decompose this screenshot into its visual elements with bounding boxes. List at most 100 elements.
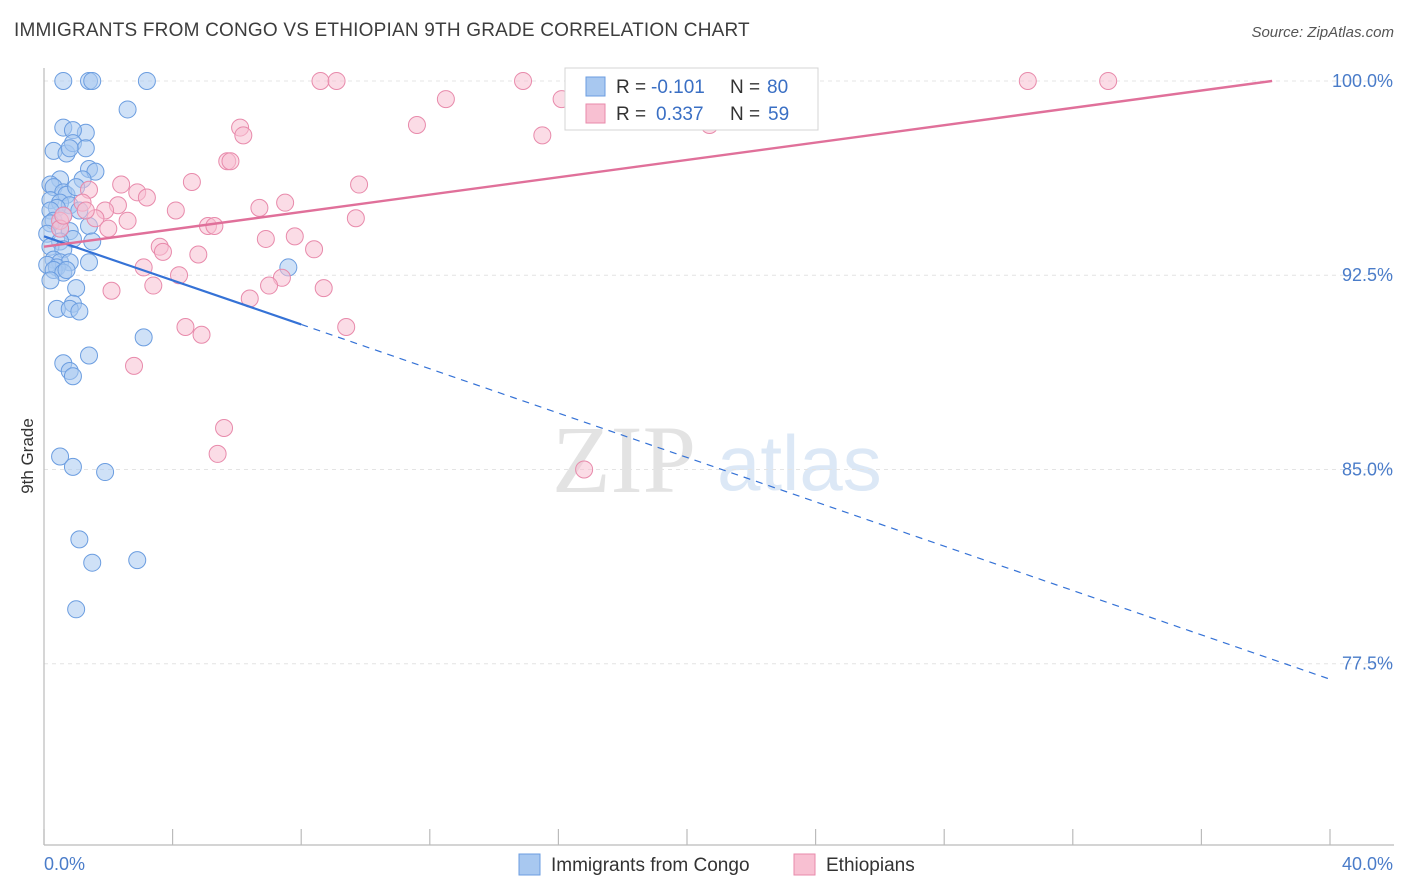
ethiopian-point xyxy=(54,206,73,225)
congo-point xyxy=(80,253,99,272)
legend-swatch-ethiopian xyxy=(793,853,816,876)
ethiopian-point xyxy=(436,90,455,109)
congo-point xyxy=(63,457,82,476)
ethiopian-point xyxy=(99,219,118,238)
trend-lines xyxy=(43,79,1331,680)
congo-point xyxy=(41,271,60,290)
congo-point xyxy=(137,71,156,90)
ethiopian-point xyxy=(153,242,172,261)
ethiopian-point xyxy=(112,175,131,194)
congo-point xyxy=(63,367,82,386)
legend: Immigrants from Congo Ethiopians xyxy=(518,853,915,876)
stats-r-label-congo: R = xyxy=(616,77,646,98)
watermark-atlas: atlas xyxy=(717,419,882,507)
ethiopian-point xyxy=(533,126,552,145)
ethiopian-point xyxy=(285,227,304,246)
congo-point xyxy=(76,139,95,158)
congo-point xyxy=(67,600,86,619)
ethiopian-point xyxy=(311,71,330,90)
stats-n-value-ethiopian: 59 xyxy=(768,104,789,125)
ethiopian-point xyxy=(234,126,253,145)
congo-point xyxy=(70,530,89,549)
ethiopian-point xyxy=(260,276,279,295)
congo-point xyxy=(118,100,137,119)
ethiopian-point xyxy=(327,71,346,90)
congo-point xyxy=(54,71,73,90)
stats-n-value-congo: 80 xyxy=(767,77,788,98)
x-tick-label-min: 0.0% xyxy=(44,854,85,874)
stats-box: R = -0.101 N = 80 R = 0.337 N = 59 xyxy=(564,67,819,131)
ethiopian-point xyxy=(102,281,121,300)
stats-swatch-ethiopian xyxy=(585,103,606,124)
ethiopian-point xyxy=(575,460,594,479)
legend-item-congo[interactable]: Immigrants from Congo xyxy=(518,853,750,876)
ethiopian-point xyxy=(250,198,269,217)
ethiopian-point xyxy=(514,71,533,90)
legend-swatch-congo xyxy=(518,853,541,876)
ethiopian-point xyxy=(205,216,224,235)
ethiopian-point xyxy=(144,276,163,295)
ethiopian-trend-line xyxy=(43,79,1273,248)
congo-point xyxy=(80,346,99,365)
congo-point xyxy=(51,447,70,466)
ethiopian-point xyxy=(1099,71,1118,90)
chart-source: Source: ZipAtlas.com xyxy=(1251,24,1394,41)
y-tick-label: 77.5% xyxy=(1342,654,1393,674)
ethiopian-point xyxy=(346,209,365,228)
legend-label-ethiopian: Ethiopians xyxy=(826,855,915,876)
x-tick-label-max: 40.0% xyxy=(1342,854,1393,874)
ethiopian-point xyxy=(256,229,275,248)
congo-point xyxy=(83,71,102,90)
ethiopian-point xyxy=(76,201,95,220)
y-tick-labels: 77.5% 85.0% 92.5% 100.0% xyxy=(1332,71,1393,674)
legend-item-ethiopian[interactable]: Ethiopians xyxy=(793,853,915,876)
legend-label-congo: Immigrants from Congo xyxy=(551,855,750,876)
stats-r-value-ethiopian: 0.337 xyxy=(656,104,704,125)
stats-n-label-congo: N = xyxy=(730,77,760,98)
stats-r-label-ethiopian: R = xyxy=(616,104,646,125)
ethiopian-point xyxy=(1018,71,1037,90)
ethiopian-point xyxy=(305,240,324,259)
ethiopian-point xyxy=(166,201,185,220)
congo-points xyxy=(38,71,298,619)
stats-box-frame xyxy=(564,67,819,131)
congo-point xyxy=(70,302,89,321)
ethiopian-point xyxy=(215,419,234,438)
grid-lines xyxy=(44,80,1394,665)
ethiopian-point xyxy=(125,356,144,375)
chart-title: IMMIGRANTS FROM CONGO VS ETHIOPIAN 9TH G… xyxy=(14,20,750,41)
y-tick-label: 100.0% xyxy=(1332,71,1393,91)
stats-r-value-congo: -0.101 xyxy=(651,77,705,98)
y-tick-label: 85.0% xyxy=(1342,459,1393,479)
ethiopian-point xyxy=(137,188,156,207)
stats-n-label-ethiopian: N = xyxy=(730,104,760,125)
congo-point xyxy=(67,279,86,298)
congo-point xyxy=(57,261,76,280)
congo-point xyxy=(134,328,153,347)
ethiopian-point xyxy=(337,318,356,336)
stats-swatch-congo xyxy=(585,76,606,97)
ethiopian-point xyxy=(118,211,137,230)
ethiopian-point xyxy=(314,279,333,298)
x-tick-marks xyxy=(43,829,1331,845)
ethiopian-point xyxy=(350,175,369,194)
congo-point xyxy=(128,551,147,570)
ethiopian-point xyxy=(407,115,426,134)
congo-trend-extension xyxy=(301,323,1331,680)
congo-point xyxy=(60,139,79,158)
ethiopian-point xyxy=(189,245,208,264)
congo-trend-line xyxy=(43,235,302,326)
ethiopian-point xyxy=(276,193,295,212)
ethiopian-point xyxy=(176,318,195,336)
ethiopian-point xyxy=(221,152,240,171)
y-tick-label: 92.5% xyxy=(1342,265,1393,285)
watermark-zip: ZIP xyxy=(552,406,696,513)
ethiopian-point xyxy=(182,172,201,191)
ethiopian-point xyxy=(192,325,211,344)
watermark: ZIP atlas xyxy=(552,406,882,513)
y-axis-label: 9th Grade xyxy=(18,418,37,494)
ethiopian-point xyxy=(208,444,227,463)
congo-point xyxy=(96,463,115,482)
congo-point xyxy=(83,553,102,572)
